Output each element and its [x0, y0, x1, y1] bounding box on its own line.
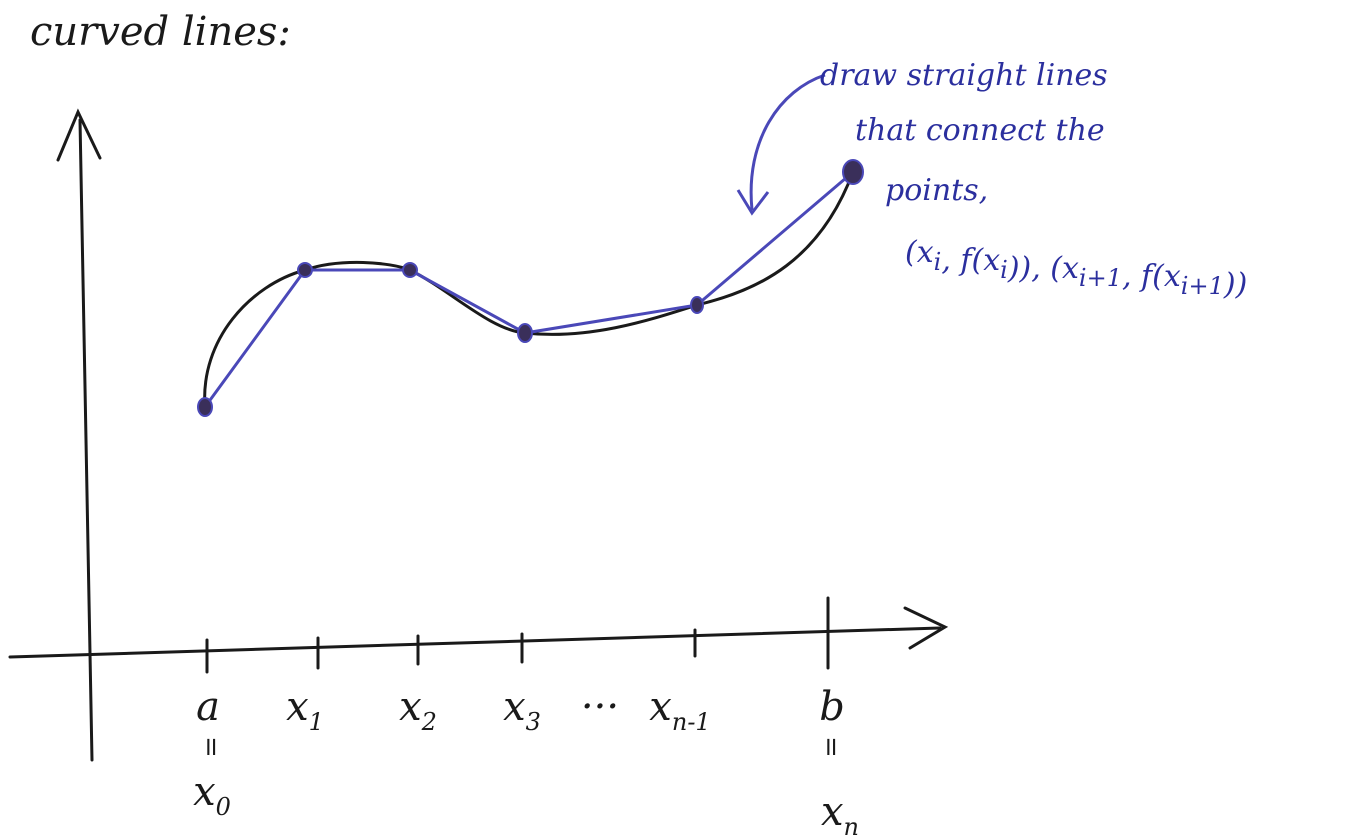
label-sub: 0: [216, 793, 231, 821]
axis-label: x3: [503, 684, 541, 736]
annotation-arrowhead: [738, 190, 768, 213]
annotation-line: points,: [885, 173, 988, 208]
label-base: b: [819, 684, 845, 730]
label-base: x: [649, 684, 672, 730]
annotation-formula: (xi, f(xi)), (xi+1, f(xi+1)): [905, 235, 1247, 302]
formula-sub: i: [934, 248, 942, 276]
point: [198, 398, 212, 416]
label-base: x: [821, 789, 844, 835]
label-sub: n: [844, 813, 859, 837]
annotation-line: draw straight lines: [820, 58, 1108, 93]
x-axis: [10, 628, 940, 657]
label-sub: n-1: [672, 708, 711, 736]
axis-label: b: [819, 684, 845, 730]
point: [843, 160, 863, 184]
annotation-arrow: [751, 75, 825, 210]
label-base: a: [196, 684, 220, 730]
label-base: x: [399, 684, 422, 730]
label-base: x: [503, 684, 526, 730]
axes: [10, 112, 945, 760]
formula-text: , f(x: [941, 243, 1000, 278]
label-sub: 2: [421, 708, 437, 736]
equals-mark: ॥: [202, 732, 218, 762]
formula-text: )): [1223, 267, 1247, 302]
label-base: ···: [581, 684, 619, 730]
equals-mark: ॥: [822, 732, 838, 762]
annotation: draw straight lines that connect the poi…: [820, 58, 1247, 302]
axis-label: x0: [193, 769, 231, 821]
axis-label: xn: [821, 789, 859, 837]
point: [691, 297, 703, 313]
point: [518, 324, 532, 342]
formula-sub: i+1: [1181, 272, 1224, 300]
axis-label: a: [196, 684, 220, 730]
formula-text: (x: [905, 235, 934, 270]
label-sub: 1: [309, 708, 324, 736]
formula-sub: i+1: [1079, 264, 1122, 292]
annotation-line: that connect the: [855, 113, 1105, 148]
point: [403, 263, 417, 277]
formula-text: , f(x: [1122, 259, 1181, 294]
label-base: x: [286, 684, 309, 730]
formula-sub: i: [1000, 256, 1008, 284]
label-sub: 3: [526, 708, 541, 736]
diagram: curved lines: draw straight lines that c…: [0, 0, 1358, 837]
heading: curved lines:: [30, 9, 291, 55]
axis-label: xn-1: [649, 684, 710, 736]
axis-label: ···: [581, 684, 619, 730]
y-axis: [80, 120, 92, 760]
page: {"heading": "curved lines:", "annotation…: [0, 0, 1358, 837]
axis-label: x1: [286, 684, 324, 736]
axis-label: x2: [399, 684, 437, 736]
label-base: x: [193, 769, 216, 815]
point: [298, 263, 312, 277]
formula-text: )), (x: [1007, 251, 1079, 286]
